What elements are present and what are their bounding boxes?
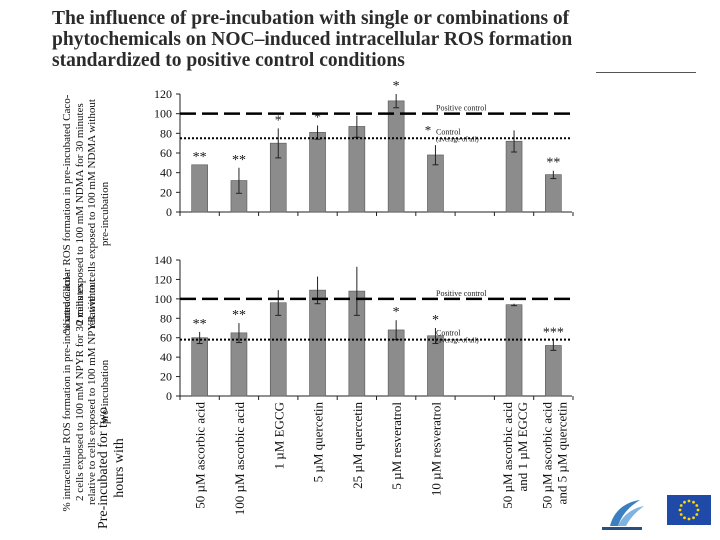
chart2-ytick-label: 140	[154, 253, 172, 267]
category-label-group: 25 µM quercetin	[350, 402, 365, 489]
category-label: 1 µM EGCG	[271, 402, 286, 469]
chart1-ref-label: Control	[436, 127, 461, 136]
category-label-line2: and 1 µM EGCG	[515, 402, 530, 491]
chart2-bar	[309, 289, 326, 397]
chart1-bar	[309, 132, 326, 213]
chart2-ytick-label: 120	[154, 272, 172, 286]
chart2-significance-marker: *	[432, 313, 439, 328]
chart2-bar	[505, 304, 523, 397]
chart1-ytick-label: 0	[166, 205, 172, 219]
chart1-ytick-label: 40	[160, 166, 172, 180]
chart1-ref-label: Positive control	[436, 104, 487, 113]
category-label-group: 1 µM EGCG	[271, 402, 286, 469]
chart1-ytick-label: 120	[154, 87, 172, 101]
slide-title: The influence of pre-incubation with sin…	[52, 8, 573, 71]
chart2-significance-marker: **	[232, 308, 246, 323]
chart1-bar	[545, 174, 562, 213]
category-label-group: 50 µM ascorbic acid and 1 µM EGCG	[500, 402, 530, 509]
chart2-ytick-label: 20	[160, 370, 172, 384]
chart2-bar	[269, 302, 287, 397]
chart1-ytick-label: 20	[160, 185, 172, 199]
category-label: 5 µM resveratrol	[389, 402, 404, 490]
chart1-significance-marker: **	[232, 153, 246, 168]
chart1-ytick-label: 80	[160, 126, 172, 140]
chart1-significance-marker: **	[546, 156, 560, 171]
category-label: 25 µM quercetin	[350, 402, 365, 489]
chart2-ref-label: Control	[436, 329, 461, 338]
chart1-significance-marker: *	[393, 79, 400, 94]
chart1-significance-marker: *	[275, 113, 282, 128]
category-label: 50 µM ascorbic acid	[539, 402, 554, 509]
chart2-ytick-label: 60	[160, 331, 172, 345]
category-label-group: 5 µM resveratrol	[389, 402, 404, 490]
chart2-bar	[545, 345, 562, 397]
chart2-ref-sublabel: (average of all)	[436, 337, 479, 345]
category-label-group: 50 µM ascorbic acid and 5 µM quercetin	[539, 402, 569, 509]
category-label-group: 100 µM ascorbic acid	[232, 402, 247, 516]
category-label-group: 5 µM quercetin	[311, 402, 326, 483]
chart2-ytick-label: 100	[154, 292, 172, 306]
chart1-bar	[191, 164, 208, 213]
chart2-bar	[191, 337, 208, 397]
chart2-ref-label: Positive control	[436, 289, 487, 298]
chart1-significance-marker: *	[314, 110, 321, 125]
chart2-ytick-label: 40	[160, 350, 172, 364]
category-label: 50 µM ascorbic acid	[193, 402, 208, 509]
category-label: 100 µM ascorbic acid	[232, 402, 247, 516]
chart2-significance-marker: *	[393, 305, 400, 320]
fp7-logo-icon	[602, 500, 644, 530]
chart1-ytick-label: 100	[154, 107, 172, 121]
category-label-group: 10 µM resveratrol	[428, 402, 443, 497]
chart2-ytick-label: 80	[160, 311, 172, 325]
chart1-bar	[387, 100, 405, 213]
category-label: 5 µM quercetin	[311, 402, 326, 483]
category-label-group: 50 µM ascorbic acid	[193, 402, 208, 509]
chart1-ref-marker: *	[425, 122, 432, 137]
chart1-bar	[348, 126, 366, 213]
category-label: 10 µM resveratrol	[428, 402, 443, 497]
title-divider	[596, 72, 696, 73]
category-label: 50 µM ascorbic acid	[500, 402, 515, 509]
eu-flag-icon	[667, 495, 711, 525]
chart2-bar	[427, 335, 444, 397]
chart1-ref-sublabel: (average of all)	[436, 135, 479, 143]
chart2-ytick-label: 0	[166, 389, 172, 403]
chart1-significance-marker: **	[193, 150, 207, 165]
chart2-significance-marker: **	[193, 317, 207, 332]
chart1-ytick-label: 60	[160, 146, 172, 160]
chart2-significance-marker: ***	[543, 326, 564, 341]
category-label-line2: and 5 µM quercetin	[554, 402, 569, 505]
